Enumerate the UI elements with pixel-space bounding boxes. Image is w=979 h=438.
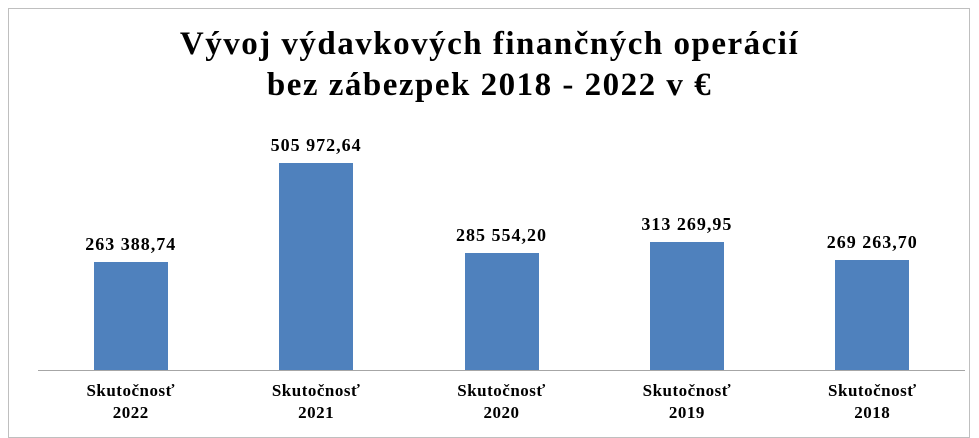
- x-tick-label: Skutočnosť 2022: [86, 381, 175, 422]
- x-tick-label: Skutočnosť 2021: [271, 381, 361, 422]
- chart: Vývoj výdavkových finančných operácií be…: [8, 8, 970, 438]
- data-label: 263 388,74: [85, 234, 177, 255]
- bar: [279, 163, 354, 370]
- bar: [649, 241, 724, 370]
- x-axis-line: [38, 370, 965, 371]
- data-label: 269 263,70: [826, 231, 918, 252]
- bar: [93, 262, 168, 370]
- data-label: 285 554,20: [456, 225, 547, 246]
- data-label: 313 269,95: [641, 213, 733, 234]
- chart-title: Vývoj výdavkových finančných operácií be…: [179, 26, 800, 103]
- bar: [464, 253, 539, 370]
- x-tick-label: Skutočnosť 2020: [457, 381, 546, 422]
- data-label: 505 972,64: [270, 135, 362, 155]
- x-tick-label: Skutočnosť 2018: [828, 381, 917, 422]
- x-tick-label: Skutočnosť 2019: [642, 381, 732, 422]
- bar: [835, 259, 910, 370]
